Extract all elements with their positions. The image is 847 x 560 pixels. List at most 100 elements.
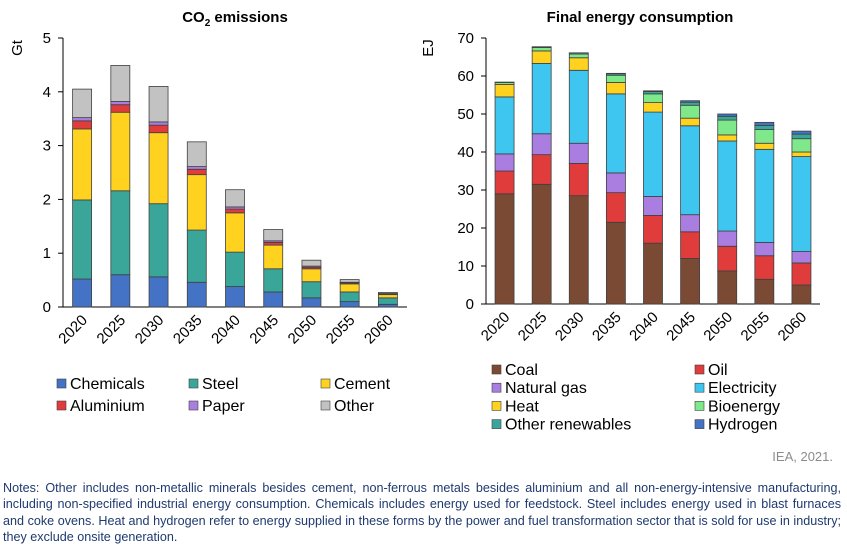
bar-segment-other: [339, 279, 360, 283]
legend-label: Paper: [202, 398, 245, 415]
bar-segment-chemicals: [186, 281, 207, 308]
legend-label: Other renewables: [505, 417, 631, 434]
legend-item-other: Other: [320, 398, 375, 415]
bar-segment-steel: [110, 190, 131, 276]
bar-segment-chemicals: [263, 291, 284, 308]
x-tick-label: 2055: [323, 312, 359, 348]
bar-segment-oil: [643, 215, 663, 244]
stacked-bar-2035: [186, 141, 207, 308]
bar-segment-oil: [754, 255, 775, 280]
bar-segment-coal: [791, 284, 812, 305]
bar-segment-steel: [225, 251, 245, 287]
x-tick-label: 2025: [94, 312, 130, 348]
stacked-bar-2040: [225, 189, 245, 308]
stacked-bar-2030: [148, 86, 169, 308]
bar-segment-natural-gas: [643, 196, 663, 216]
legend-item-natural-gas: Natural gas: [491, 380, 587, 397]
bar-segment-steel: [263, 268, 284, 293]
bar-segment-oil: [680, 231, 701, 259]
x-tick-label: 2045: [246, 312, 282, 348]
bar-segment-oil: [494, 170, 515, 195]
bar-segment-oil: [531, 154, 552, 185]
bar-segment-electricity: [754, 148, 775, 243]
y-tick-label: 1: [43, 245, 51, 262]
bar-segment-other-renewables: [568, 52, 589, 55]
bar-segment-hydrogen: [791, 130, 812, 135]
x-tick-label: 2060: [361, 312, 397, 348]
bar-segment-coal: [643, 242, 663, 305]
x-tick-label: 2020: [55, 312, 91, 348]
legend-label: Heat: [505, 398, 539, 415]
bar-segment-other-renewables: [717, 115, 738, 121]
chart-title-main: CO: [182, 9, 205, 26]
legend-swatch: [188, 378, 199, 389]
x-tick-label: 2035: [589, 309, 625, 345]
final-energy-consumption-chart: Final energy consumptionEJ01020304050607…: [420, 9, 820, 434]
legend-swatch: [491, 364, 502, 375]
x-tick-label: 2040: [626, 309, 662, 345]
legend-swatch: [56, 400, 67, 411]
y-tick-label: 3: [43, 138, 51, 155]
legend-swatch: [694, 419, 705, 429]
legend-label: Other: [334, 398, 375, 415]
bar-segment-natural-gas: [717, 230, 738, 247]
bar-segment-other: [225, 189, 245, 208]
y-tick-label: 60: [457, 68, 474, 85]
bar-segment-cement: [225, 212, 245, 253]
bar-segment-natural-gas: [754, 242, 775, 257]
bar-segment-natural-gas: [531, 133, 552, 156]
bar-segment-coal: [680, 257, 701, 305]
bar-segment-cement: [301, 268, 322, 283]
chart-title-main: Final energy consumption: [547, 9, 734, 26]
bar-segment-aluminium: [186, 168, 207, 176]
chart-title-suffix: emissions: [210, 9, 288, 26]
bar-segment-paper: [148, 121, 169, 126]
bar-segment-other: [301, 259, 322, 267]
bar-segment-aluminium: [148, 124, 169, 134]
bar-segment-cement: [339, 283, 360, 293]
bar-segment-coal: [531, 183, 552, 305]
stacked-bar-2045: [263, 229, 284, 308]
legend-item-steel: Steel: [188, 376, 238, 393]
legend-item-hydrogen: Hydrogen: [694, 417, 777, 434]
y-tick-label: 70: [457, 30, 474, 47]
legend-swatch: [491, 419, 502, 429]
bar-segment-electricity: [717, 140, 738, 232]
y-tick-label: 5: [43, 30, 51, 47]
legend-item-chemicals: Chemicals: [56, 376, 145, 393]
notes-text: Notes: Other includes non-metallic miner…: [3, 481, 841, 545]
legend-label: Chemicals: [70, 376, 145, 393]
bar-segment-other: [148, 86, 169, 123]
bar-segment-steel: [339, 291, 360, 303]
bar-segment-other: [186, 141, 207, 167]
bar-segment-heat: [568, 57, 589, 71]
bar-segment-bioenergy: [568, 53, 589, 59]
bar-segment-bioenergy: [717, 119, 738, 136]
bar-segment-steel: [301, 281, 322, 299]
legend-swatch: [694, 401, 705, 411]
bar-segment-chemicals: [225, 286, 245, 308]
stacked-bar-2040: [643, 90, 663, 305]
y-axis-label: Gt: [9, 39, 26, 56]
bar-segment-coal: [605, 221, 626, 305]
legend-item-heat: Heat: [491, 398, 539, 415]
legend-label: Steel: [202, 376, 238, 393]
bar-segment-natural-gas: [494, 153, 515, 172]
bar-segment-heat: [717, 134, 738, 142]
stacked-bar-2025: [110, 65, 131, 308]
bar-segment-oil: [568, 162, 589, 197]
y-tick-label: 20: [457, 220, 474, 237]
legend-item-other-renewables: Other renewables: [491, 417, 631, 434]
bar-segment-heat: [680, 117, 701, 127]
bar-segment-hydrogen: [717, 113, 738, 117]
stacked-bar-2050: [301, 259, 322, 308]
bar-segment-heat: [494, 83, 515, 98]
bar-segment-cement: [186, 174, 207, 231]
legend-swatch: [320, 400, 331, 411]
bar-segment-natural-gas: [605, 172, 626, 194]
bar-segment-hydrogen: [754, 121, 775, 126]
bar-segment-chemicals: [72, 278, 93, 308]
stacked-bar-2055: [754, 121, 775, 305]
bar-segment-electricity: [494, 96, 515, 155]
bar-segment-bioenergy: [643, 93, 663, 104]
